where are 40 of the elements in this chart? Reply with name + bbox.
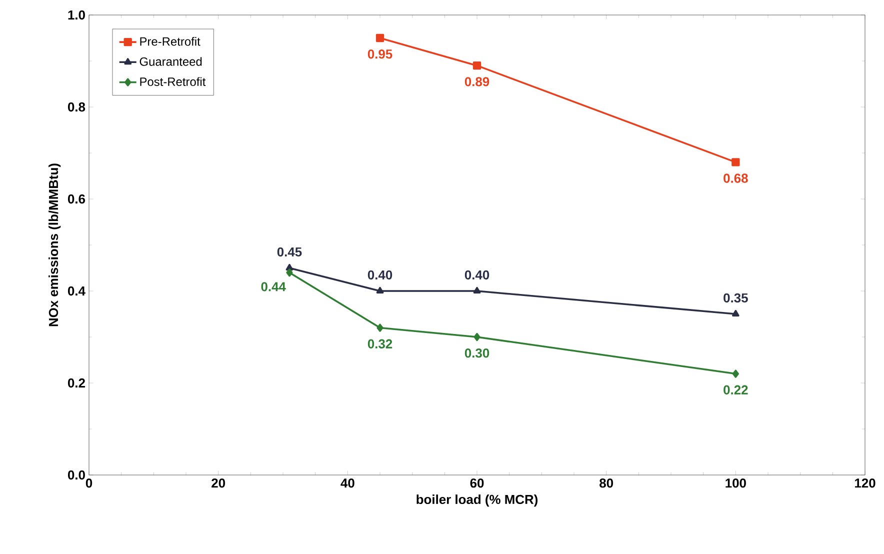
point (472, 62, 482, 70)
point (474, 332, 480, 342)
x-tick-label: 120 (855, 478, 876, 488)
point (286, 268, 293, 277)
data-label: 0.45 (277, 247, 302, 257)
data-label: 0.44 (261, 282, 286, 292)
point (376, 34, 384, 42)
legend-label: Pre-Retrofit (140, 36, 200, 46)
data-label: 0.95 (368, 49, 392, 59)
y-tick-label: 0.2 (68, 378, 85, 388)
point (376, 286, 384, 294)
x-tick-label: 80 (600, 478, 614, 488)
point (732, 158, 740, 166)
x-tick-label: 20 (212, 478, 226, 488)
y-tick-label: 0.8 (68, 102, 86, 112)
point (732, 370, 739, 378)
y-tick-label: 1.0 (68, 10, 85, 20)
data-label: 0.40 (464, 270, 490, 280)
y-tick-label: 0.4 (68, 286, 86, 296)
x-tick-label: 40 (340, 478, 354, 488)
x-tick-label: 100 (726, 478, 746, 488)
y-tick-label: 0.6 (68, 194, 86, 204)
data-label: 0.40 (368, 270, 392, 280)
y-axis-title: NOx emissions (lb/MMBtu) (48, 164, 61, 326)
data-label: 0.32 (368, 339, 392, 348)
point (376, 324, 384, 332)
point (732, 310, 740, 316)
data-label: 0.68 (724, 174, 748, 183)
x-tick-label: 0 (86, 478, 92, 488)
point (473, 286, 481, 294)
data-label: 0.30 (464, 348, 490, 358)
legend-label: Guaranteed (140, 57, 202, 66)
legend-label: Post-Retrofit (140, 77, 206, 86)
data-label: 0.35 (724, 293, 748, 303)
data-label: 0.22 (724, 385, 748, 394)
x-tick-label: 60 (470, 478, 484, 488)
y-tick-label: 0.0 (68, 470, 85, 480)
x-axis-title: boiler load (% MCR) (416, 494, 538, 507)
point (286, 264, 294, 270)
data-label: 0.89 (464, 77, 490, 86)
